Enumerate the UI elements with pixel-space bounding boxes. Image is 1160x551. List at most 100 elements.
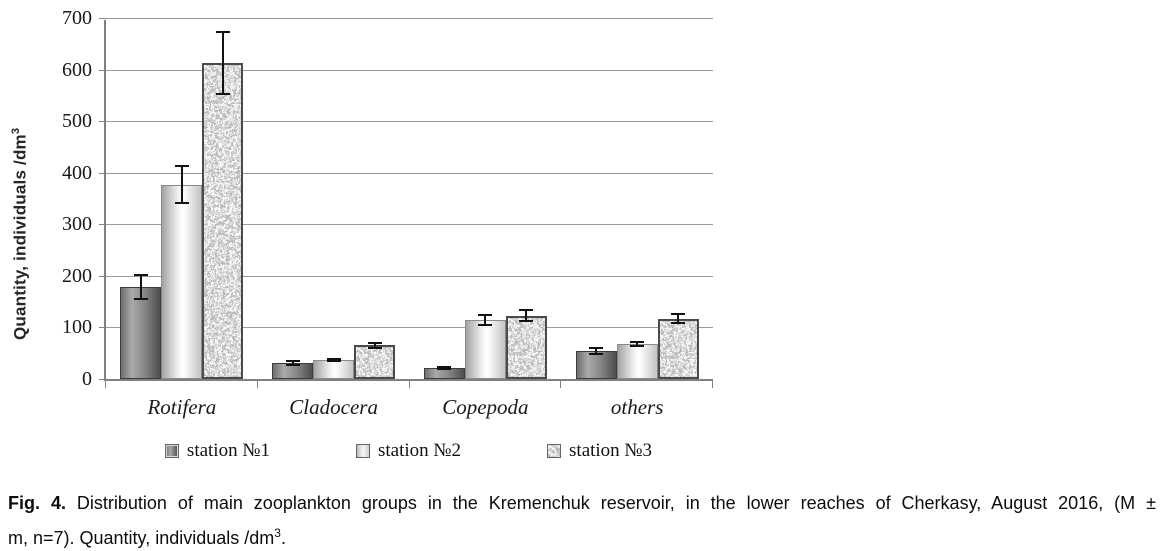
figure-caption: Fig. 4. Distribution of main zooplankton… bbox=[8, 488, 1156, 551]
category-label-others: others bbox=[610, 395, 664, 419]
x-tick-4 bbox=[712, 380, 713, 388]
speckle-texture bbox=[507, 317, 545, 377]
gridline-600 bbox=[106, 69, 713, 71]
legend-swatch-station-1 bbox=[164, 444, 179, 458]
gridline-300 bbox=[106, 224, 713, 226]
legend-label-station-1: station №1 bbox=[186, 440, 270, 461]
x-tick-0 bbox=[105, 380, 106, 388]
caption-line-2: m, n=7). Quantity, individuals /dm3. bbox=[8, 518, 1156, 551]
zooplankton-bar-chart: Quantity, individuals /dm3 0 100 200 300 400… bbox=[10, 7, 713, 462]
bar-cladocera-station-3 bbox=[354, 345, 396, 379]
bar-column-rotifera-station-1 bbox=[120, 20, 162, 379]
error-bar-copepoda-station-3 bbox=[519, 309, 534, 322]
error-bar-others-station-3 bbox=[671, 313, 686, 325]
bar-rotifera-station-2 bbox=[161, 184, 203, 379]
x-tick-2 bbox=[408, 380, 410, 388]
gridline-100 bbox=[106, 327, 713, 329]
bar-column-cladocera-station-1 bbox=[272, 20, 314, 379]
bar-rotifera-station-1 bbox=[120, 287, 162, 379]
bar-cladocera-station-2 bbox=[313, 359, 355, 379]
speckle-texture bbox=[548, 445, 561, 457]
category-label-copepoda: Copepoda bbox=[442, 395, 529, 419]
legend-label-station-3: station №3 bbox=[569, 440, 653, 461]
y-tick-300 bbox=[99, 224, 106, 226]
gridline-400 bbox=[106, 172, 713, 174]
bar-column-cladocera-station-2 bbox=[313, 20, 355, 379]
x-tick-3 bbox=[560, 380, 562, 388]
y-tick-label-0: 0 bbox=[82, 368, 92, 390]
bar-column-others-station-3 bbox=[657, 20, 699, 379]
caption-line-1-text: Distribution of main zooplankton groups … bbox=[65, 493, 1156, 513]
speckle-texture bbox=[356, 347, 394, 377]
legend-label-station-2: station №2 bbox=[377, 440, 462, 461]
error-bar-rotifera-station-1 bbox=[133, 274, 148, 301]
caption-period: . bbox=[280, 528, 286, 548]
bar-column-rotifera-station-2 bbox=[161, 20, 203, 379]
y-tick-500 bbox=[99, 121, 106, 123]
error-bar-others-station-1 bbox=[589, 346, 604, 355]
error-bar-copepoda-station-2 bbox=[478, 313, 493, 326]
gridline-500 bbox=[106, 121, 713, 123]
legend-swatch-station-2 bbox=[355, 444, 370, 458]
y-tick-0 bbox=[99, 379, 106, 380]
bar-groups: Rotifera Cladocera Copepoda others bbox=[106, 20, 713, 419]
legend: station №1 station №2 station №3 bbox=[104, 440, 713, 462]
y-tick-label-100: 100 bbox=[62, 316, 92, 339]
y-axis-title-superscript: 3 bbox=[10, 127, 22, 135]
group-rotifera: Rotifera bbox=[106, 20, 258, 419]
legend-item-station-2: station №2 bbox=[355, 440, 462, 462]
y-tick-200 bbox=[99, 275, 106, 277]
y-tick-400 bbox=[99, 172, 106, 174]
error-bar-copepoda-station-1 bbox=[437, 366, 452, 371]
bar-column-others-station-2 bbox=[616, 20, 658, 379]
caption-line-2-text: m, n=7). Quantity, individuals /dm bbox=[8, 528, 275, 548]
error-bar-cladocera-station-3 bbox=[367, 341, 382, 350]
plot-area: 0 100 200 300 400 500 600 700 Rotifera Cladocera C… bbox=[62, 7, 713, 419]
speckle-texture bbox=[659, 320, 697, 377]
bar-column-rotifera-station-3 bbox=[202, 20, 244, 379]
error-bar-cladocera-station-1 bbox=[285, 359, 300, 367]
bar-column-copepoda-station-3 bbox=[505, 20, 547, 379]
legend-item-station-1: station №1 bbox=[164, 440, 270, 462]
bar-copepoda-station-2 bbox=[464, 319, 506, 379]
y-tick-label-200: 200 bbox=[62, 264, 92, 287]
category-label-cladocera: Cladocera bbox=[289, 395, 378, 419]
error-bar-others-station-2 bbox=[630, 340, 645, 348]
bar-others-station-1 bbox=[575, 350, 617, 379]
legend-swatch-station-3 bbox=[547, 444, 562, 458]
error-bar-rotifera-station-2 bbox=[174, 165, 189, 205]
error-bar-cladocera-station-2 bbox=[326, 357, 341, 362]
legend-item-station-3: station №3 bbox=[547, 440, 652, 462]
bar-others-station-2 bbox=[616, 343, 658, 379]
x-tick-1 bbox=[256, 380, 258, 388]
y-tick-label-500: 500 bbox=[62, 110, 92, 133]
gridline-200 bbox=[106, 275, 713, 277]
bar-column-copepoda-station-2 bbox=[464, 20, 506, 379]
group-cladocera: Cladocera bbox=[258, 20, 410, 419]
y-tick-label-300: 300 bbox=[62, 213, 92, 236]
y-tick-600 bbox=[99, 69, 106, 71]
caption-superscript: 3 bbox=[274, 526, 281, 540]
y-axis-title: Quantity, individuals /dm3 bbox=[10, 128, 31, 340]
group-others: others bbox=[561, 20, 713, 419]
caption-line-1: Fig. 4. Distribution of main zooplankton… bbox=[8, 488, 1156, 518]
y-tick-100 bbox=[99, 327, 106, 329]
bar-column-cladocera-station-3 bbox=[354, 20, 396, 379]
gridline-700 bbox=[106, 18, 713, 19]
category-label-rotifera: Rotifera bbox=[147, 395, 217, 419]
y-axis-title-text: Quantity, individuals /dm bbox=[10, 134, 30, 340]
y-tick-700 bbox=[99, 18, 106, 19]
bar-copepoda-station-3 bbox=[505, 315, 547, 379]
bar-column-copepoda-station-1 bbox=[423, 20, 465, 379]
y-tick-label-700: 700 bbox=[62, 7, 92, 29]
group-copepoda: Copepoda bbox=[410, 20, 562, 419]
speckle-texture bbox=[204, 65, 242, 377]
bar-others-station-3 bbox=[657, 318, 699, 379]
bar-rotifera-station-3 bbox=[202, 63, 244, 379]
error-bar-rotifera-station-3 bbox=[215, 31, 230, 96]
caption-figure-number: Fig. 4. bbox=[8, 493, 66, 513]
bar-column-others-station-1 bbox=[575, 20, 617, 379]
y-tick-label-600: 600 bbox=[62, 58, 92, 81]
y-tick-label-400: 400 bbox=[62, 161, 92, 184]
